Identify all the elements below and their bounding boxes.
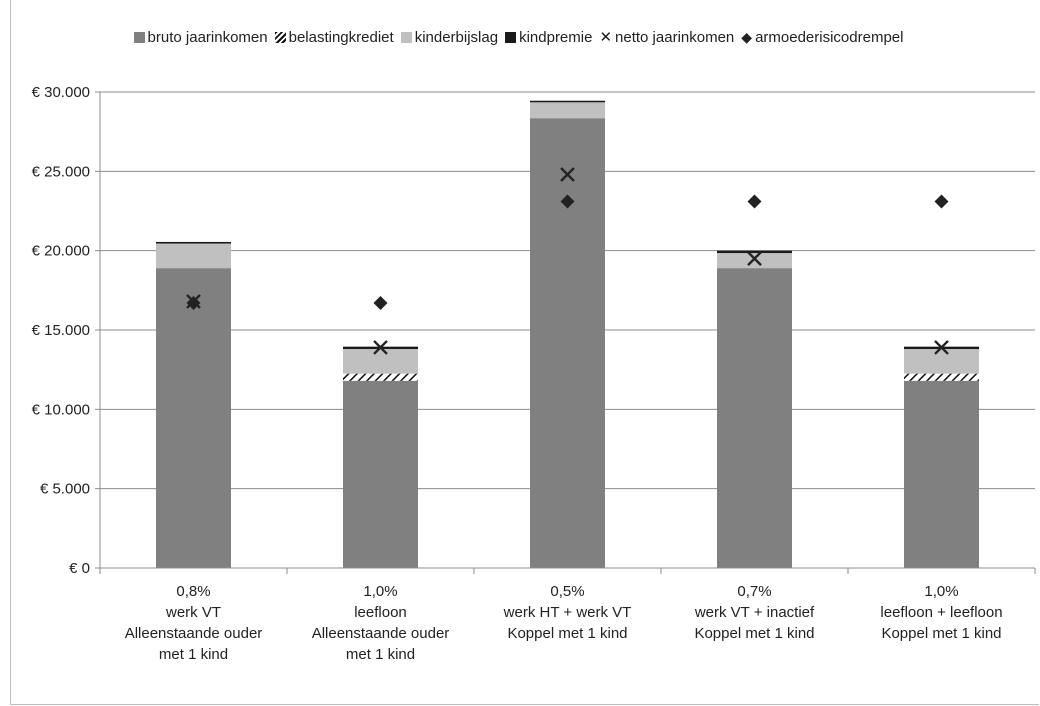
- x-category-line: met 1 kind: [345, 646, 416, 663]
- legend-marker: ◆: [741, 28, 753, 45]
- x-category-line: leefloon + leefloon: [880, 604, 1003, 621]
- x-category-line: Koppel met 1 kind: [881, 625, 1002, 642]
- bar-segment-bruto-jaarinkomen: [343, 380, 418, 568]
- x-category-label: 0,5% werk HT + werk VT Koppel met 1 kind: [478, 581, 658, 644]
- bar-segment-kinderbijslag: [530, 102, 605, 119]
- legend-item: kindpremie: [505, 28, 592, 46]
- cross-stroke: [560, 167, 575, 182]
- point-armoederisicodrempel: [934, 194, 949, 209]
- point-netto-jaarinkomen: [373, 340, 388, 355]
- x-category-label: 1,0% leefloon + leefloon Koppel met 1 kind: [852, 581, 1032, 644]
- bar-segment-kinderbijslag: [343, 349, 418, 374]
- y-tick-label: € 30.000: [32, 84, 90, 101]
- point-netto-jaarinkomen: [934, 340, 949, 355]
- x-category-line: 0,8%: [176, 583, 211, 600]
- bar-segment-belastingkrediet: [904, 373, 979, 381]
- cross-stroke: [186, 294, 201, 309]
- x-category-label: 0,7% werk VT + inactief Koppel met 1 kind: [665, 581, 845, 644]
- bar-segment-kinderbijslag: [904, 349, 979, 374]
- x-category-line: 0,7%: [737, 583, 772, 600]
- bar-segment-kindpremie: [717, 250, 792, 254]
- point-netto-jaarinkomen: [560, 167, 575, 182]
- x-category-line: Alleenstaande ouder: [311, 625, 450, 642]
- cross-stroke: [747, 251, 762, 266]
- chart-area: [10, 0, 1039, 705]
- x-category-line: 1,0%: [363, 583, 398, 600]
- bar-segment-bruto-jaarinkomen: [156, 268, 231, 568]
- legend-item: kinderbijslag: [400, 28, 499, 46]
- x-category-line: leefloon: [354, 604, 407, 621]
- bar-segment-kindpremie: [156, 241, 231, 244]
- bar-segment-kinderbijslag: [156, 243, 231, 269]
- x-category-label: 0,8% werk VT Alleenstaande ouder met 1 kind: [104, 581, 284, 665]
- x-category-line: Koppel met 1 kind: [694, 625, 815, 642]
- y-tick-label: € 20.000: [32, 243, 90, 260]
- point-netto-jaarinkomen: [747, 251, 762, 266]
- x-category-line: werk VT: [165, 604, 221, 621]
- y-tick-label: € 25.000: [32, 163, 90, 180]
- bar-segment-bruto-jaarinkomen: [904, 380, 979, 568]
- legend-label: bruto jaarinkomen: [147, 28, 268, 46]
- legend-item: bruto jaarinkomen: [133, 28, 268, 46]
- legend-label: belastingkrediet: [288, 28, 394, 46]
- x-category-line: Koppel met 1 kind: [507, 625, 628, 642]
- bar-segment-kindpremie: [530, 100, 605, 103]
- point-netto-jaarinkomen: [186, 294, 201, 309]
- y-tick-label: € 15.000: [32, 322, 90, 339]
- cross-stroke: [934, 340, 949, 355]
- legend-marker: [400, 31, 412, 43]
- bar-segment-belastingkrediet: [343, 373, 418, 381]
- x-category-line: met 1 kind: [158, 646, 229, 663]
- legend-marker: [133, 31, 145, 43]
- legend-item: ✕ netto jaarinkomen: [599, 28, 735, 47]
- x-category-line: 1,0%: [924, 583, 959, 600]
- bar-segment-bruto-jaarinkomen: [717, 268, 792, 568]
- x-category-line: Alleenstaande ouder: [124, 625, 263, 642]
- legend-item: belastingkrediet: [274, 28, 394, 46]
- x-category-line: werk VT + inactief: [694, 604, 815, 621]
- x-category-label: 1,0% leefloon Alleenstaande ouder met 1 kin…: [291, 581, 471, 665]
- point-armoederisicodrempel: [747, 194, 762, 209]
- point-armoederisicodrempel: [373, 296, 388, 311]
- legend-label: kinderbijslag: [414, 28, 499, 46]
- legend-item: ◆ armoederisicodrempel: [741, 28, 903, 46]
- x-category-line: 0,5%: [550, 583, 585, 600]
- legend-label: kindpremie: [519, 28, 593, 46]
- y-tick-label: € 10.000: [32, 401, 90, 418]
- legend: bruto jaarinkomen belastingkrediet kinderb…: [0, 28, 1040, 46]
- legend-marker: ✕: [599, 29, 613, 46]
- legend-label: netto jaarinkomen: [615, 28, 735, 46]
- x-category-line: werk HT + werk VT: [503, 604, 632, 621]
- legend-marker: [505, 31, 517, 43]
- point-armoederisicodrempel: [560, 194, 575, 209]
- legend-label: armoederisicodrempel: [755, 28, 904, 46]
- bar-segment-kinderbijslag: [717, 253, 792, 269]
- y-tick-label: € 0: [69, 560, 90, 577]
- cross-stroke: [373, 340, 388, 355]
- y-tick-label: € 5.000: [40, 481, 90, 498]
- bar-segment-bruto-jaarinkomen: [530, 118, 605, 569]
- legend-marker: [274, 31, 286, 43]
